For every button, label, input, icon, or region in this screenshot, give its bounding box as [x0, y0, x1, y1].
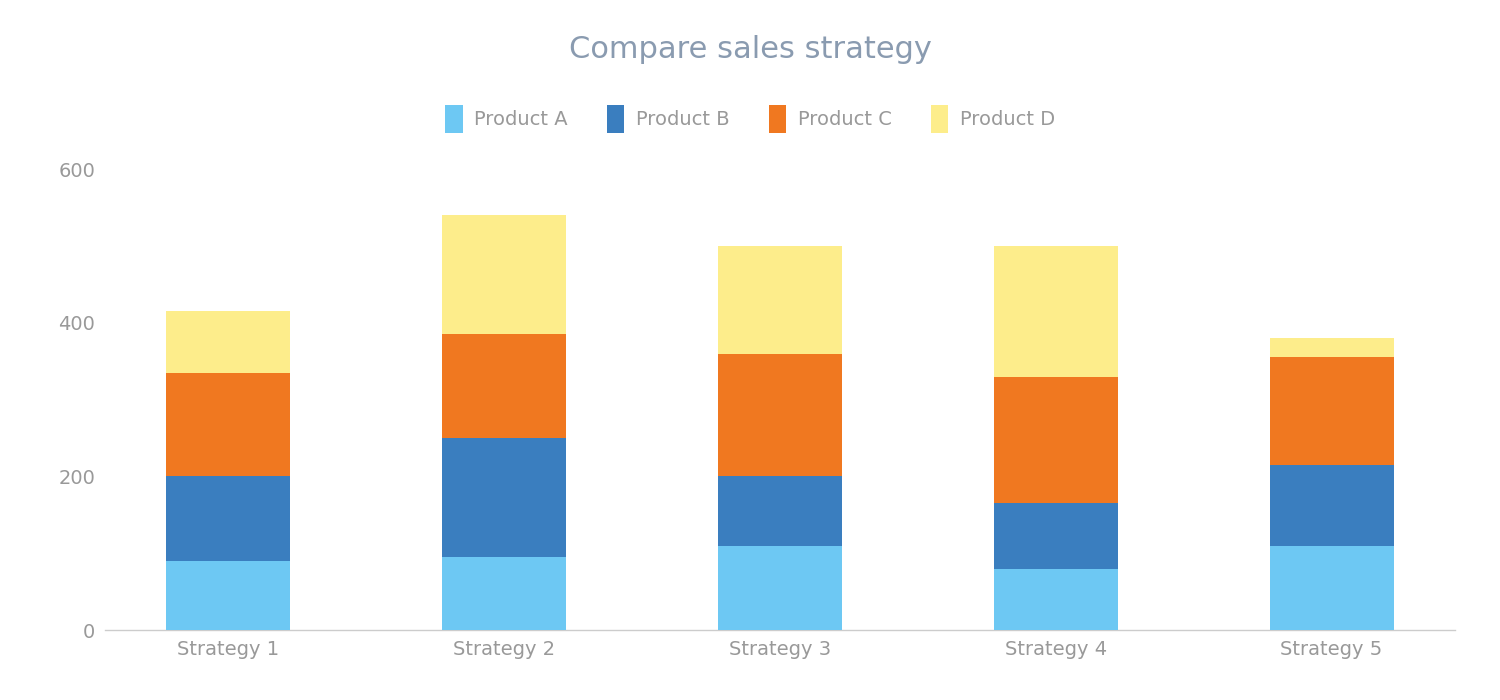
Bar [166, 561, 291, 630]
Bar [166, 312, 291, 373]
Bar [442, 557, 567, 630]
Bar [718, 545, 842, 630]
Bar [166, 373, 291, 477]
Bar [718, 477, 842, 545]
Bar [1269, 465, 1394, 545]
Bar [1269, 545, 1394, 630]
Legend: Product A, Product B, Product C, Product D: Product A, Product B, Product C, Product… [438, 97, 1062, 140]
Bar [442, 216, 567, 335]
Bar [442, 438, 567, 557]
Bar [993, 246, 1118, 377]
Bar [718, 354, 842, 477]
Bar [442, 335, 567, 438]
Bar [166, 477, 291, 561]
Bar [1269, 338, 1394, 358]
Bar [993, 503, 1118, 568]
Bar [993, 568, 1118, 630]
Bar [1269, 358, 1394, 465]
Bar [718, 246, 842, 354]
Text: Compare sales strategy: Compare sales strategy [568, 35, 932, 64]
Bar [993, 377, 1118, 503]
